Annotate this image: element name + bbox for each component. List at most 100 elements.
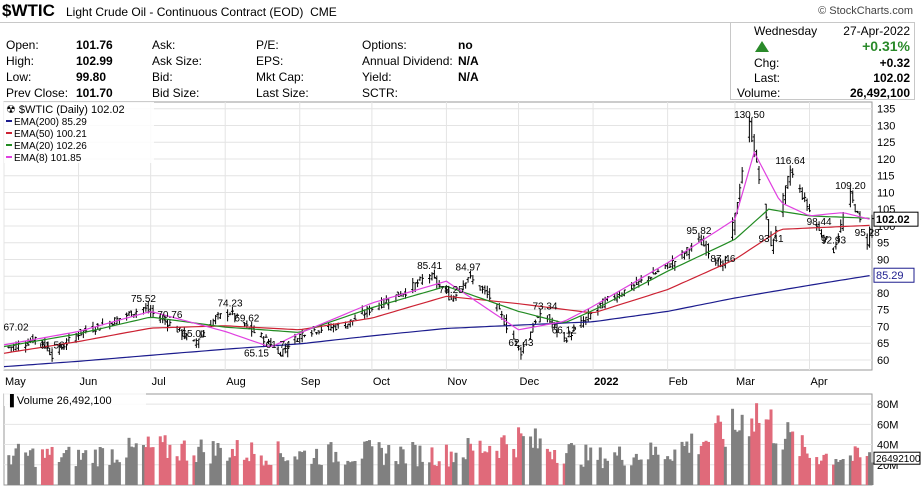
ema-line	[3, 208, 870, 348]
legend-title: ☢ $WTIC (Daily) 102.02	[6, 104, 125, 116]
volume-bar	[334, 451, 338, 485]
x-tick-label: 2022	[594, 376, 618, 388]
volume-bar	[834, 459, 838, 485]
price-bar	[714, 258, 718, 266]
volume-bar	[704, 440, 708, 485]
volume-bar	[841, 458, 845, 485]
volume-bar	[141, 445, 145, 485]
volume-bar	[216, 443, 220, 485]
volume-label: Volume:	[737, 86, 781, 100]
volume-bar	[750, 418, 754, 485]
price-bar	[697, 232, 701, 244]
volume-bar	[538, 438, 542, 485]
volume-bar	[533, 428, 537, 485]
volume-bar	[663, 459, 667, 485]
price-bar	[279, 351, 283, 357]
volume-bar	[702, 441, 706, 485]
volume-bar	[781, 449, 785, 485]
price-bar	[365, 306, 369, 318]
price-bar	[673, 260, 677, 271]
volume-bar	[500, 437, 504, 485]
volume-bar	[502, 435, 506, 485]
price-bar	[822, 234, 826, 244]
price-bar	[569, 332, 573, 341]
volume-bar	[428, 462, 432, 485]
quote-date: 27-Apr-2022	[843, 24, 910, 38]
price-bar	[512, 330, 516, 340]
price-bar	[488, 288, 492, 302]
quote-label: Options:	[362, 38, 407, 52]
volume-bar	[699, 445, 703, 485]
volume-bar	[774, 443, 778, 485]
volume-bar	[81, 452, 85, 485]
volume-bar	[649, 442, 653, 485]
title-row: $WTIC Light Crude Oil - Continuous Contr…	[0, 0, 921, 22]
volume-bar	[497, 457, 501, 485]
volume-bar	[194, 462, 198, 485]
volume-bar	[351, 461, 355, 485]
volume-bar	[529, 436, 533, 485]
price-bar	[346, 323, 350, 329]
volume-bar	[197, 446, 201, 485]
volume-bar	[245, 457, 249, 485]
y-tick-label: 40M	[877, 440, 898, 452]
price-bar	[163, 315, 167, 325]
price-bar	[310, 329, 314, 337]
volume-bar	[7, 455, 11, 485]
volume-bar	[666, 456, 670, 485]
price-bar	[166, 319, 170, 332]
volume-bar	[615, 455, 619, 485]
volume-bar	[110, 449, 114, 485]
price-bar	[264, 334, 268, 338]
volume-bar	[747, 436, 751, 485]
y-tick-label: 80M	[877, 399, 898, 411]
volume-bar	[418, 445, 422, 485]
volume-bar	[319, 464, 323, 485]
price-bar	[420, 274, 424, 285]
volume-bar	[668, 459, 672, 485]
volume-bar	[327, 444, 331, 485]
price-bar	[820, 229, 824, 238]
symbol: $WTIC	[2, 1, 55, 20]
volume-bar	[687, 452, 691, 485]
volume-bar	[315, 448, 319, 485]
volume-bar	[96, 466, 100, 485]
exchange: CME	[310, 5, 337, 19]
price-bar	[851, 190, 855, 203]
copyright[interactable]: © StockCharts.com	[818, 5, 913, 17]
price-bar	[363, 309, 367, 319]
volume-bar	[262, 465, 266, 485]
volume-bar	[719, 421, 723, 485]
price-bar	[466, 277, 470, 283]
instrument-description: Light Crude Oil - Continuous Contract (E…	[66, 5, 337, 19]
volume-bar	[60, 457, 64, 485]
price-bar	[788, 165, 792, 186]
legend-entry: EMA(50) 100.21	[14, 129, 87, 140]
quote-value: N/A	[458, 54, 479, 68]
volume-bar	[43, 457, 47, 485]
price-annotation: 87.46	[710, 254, 735, 265]
volume-bar	[521, 436, 525, 485]
price-bar	[865, 233, 869, 250]
volume-bar	[603, 458, 607, 485]
volume-bar	[84, 450, 88, 485]
price-bar	[781, 193, 785, 218]
volume-bar	[548, 451, 552, 485]
volume-bar	[685, 441, 689, 485]
volume-bar	[632, 457, 636, 485]
volume-bar	[824, 453, 828, 485]
price-bar	[832, 247, 836, 254]
volume-bar	[735, 431, 739, 485]
volume-bar	[817, 464, 821, 485]
volume-bar	[646, 459, 650, 485]
volume-bar	[77, 449, 81, 485]
volume-bar	[168, 444, 172, 485]
price-bar	[418, 276, 422, 281]
volume-bar	[269, 464, 273, 485]
volume-bar	[791, 431, 795, 485]
volume-bar	[101, 448, 105, 485]
price-bar	[740, 167, 744, 184]
volume-bar	[531, 447, 535, 485]
volume-bar	[192, 455, 196, 485]
